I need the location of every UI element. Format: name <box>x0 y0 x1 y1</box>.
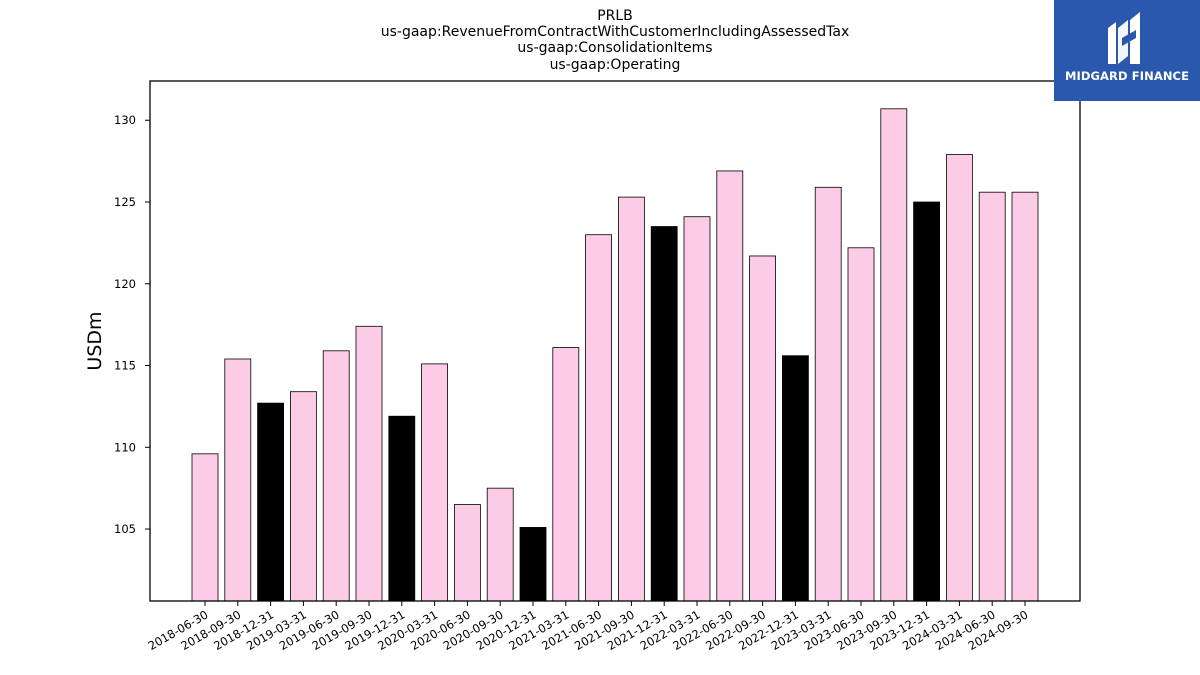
bar-2021-06-30 <box>585 234 612 602</box>
bar-2023-06-30 <box>847 247 875 602</box>
bar-2019-12-31 <box>388 415 416 602</box>
chart-title-line-4: us-gaap:Operating <box>550 57 681 73</box>
brand-logo-mark-icon <box>1108 12 1140 64</box>
bar-2020-03-31 <box>421 363 449 602</box>
y-tick-label: 115 <box>114 359 136 373</box>
chart-title: PRLB us-gaap:RevenueFromContractWithCust… <box>381 8 850 73</box>
bar-2018-09-30 <box>224 358 252 602</box>
bar-2021-03-31 <box>552 347 580 602</box>
bar-2020-12-31 <box>519 527 547 602</box>
bar-2018-06-30 <box>191 453 219 602</box>
bar-2019-03-31 <box>289 391 317 602</box>
bar-2021-09-30 <box>618 196 645 602</box>
bar-2024-09-30 <box>1011 191 1039 602</box>
bar-2022-03-31 <box>683 216 711 602</box>
y-axis-label: USDm <box>84 311 106 370</box>
bar-2020-06-30 <box>453 504 481 602</box>
bar-2021-12-31 <box>650 226 678 602</box>
plot-frame <box>149 80 1081 602</box>
y-tick-label: 120 <box>114 277 136 291</box>
bar-2022-09-30 <box>749 255 776 602</box>
chart-title-line-2: us-gaap:RevenueFromContractWithCustomerI… <box>381 24 850 40</box>
bar-2024-06-30 <box>978 191 1006 602</box>
bar-2022-06-30 <box>716 170 744 602</box>
y-tick-label: 105 <box>114 522 136 536</box>
bar-2022-12-31 <box>782 355 809 602</box>
bar-2023-09-30 <box>880 108 908 602</box>
brand-logo: MIDGARD FINANCE <box>1054 0 1200 101</box>
chart-title-line-3: us-gaap:ConsolidationItems <box>517 40 712 56</box>
bar-2019-09-30 <box>355 325 383 602</box>
bar-series <box>191 108 1039 602</box>
brand-name: MIDGARD FINANCE <box>1064 69 1190 83</box>
y-tick-label: 130 <box>114 113 136 127</box>
chart-title-line-1: PRLB <box>597 8 633 24</box>
bar-2023-03-31 <box>814 186 842 602</box>
bar-2024-03-31 <box>946 154 973 602</box>
x-axis: 2018-06-302018-09-302018-12-312019-03-31… <box>146 601 1031 653</box>
y-tick-label: 110 <box>114 440 136 454</box>
bar-2023-12-31 <box>913 201 940 602</box>
y-axis: 105 110 115 120 125 130 <box>114 113 150 536</box>
bar-2019-06-30 <box>322 350 350 602</box>
bar-2020-09-30 <box>486 487 514 602</box>
y-tick-label: 125 <box>114 195 136 209</box>
bar-2018-12-31 <box>257 402 285 602</box>
